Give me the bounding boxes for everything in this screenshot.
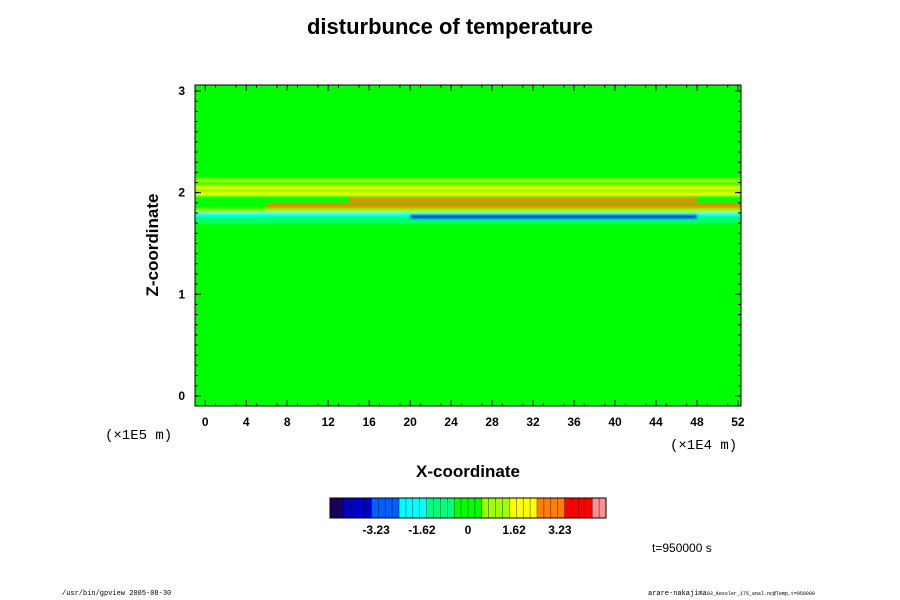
heatmap-band [195,208,741,214]
x-tick-label: 44 [649,415,663,429]
colorbar-cell [523,498,531,518]
x-tick-label: 20 [403,415,417,429]
colorbar-cell [564,498,572,518]
colorbar-cell [364,498,372,518]
x-tick-label: 52 [731,415,745,429]
colorbar-cell [343,498,351,518]
colorbar-cell [412,498,420,518]
colorbar-cell [426,498,434,518]
axes: 0 4 8 12 16 20 24 28 32 36 40 44 48 520123X-coordinat… [105,84,745,481]
plot-frame [194,84,742,407]
colorbar-cell [405,498,414,518]
colorbar-cell [468,498,476,518]
y-tick-label: 1 [178,287,185,301]
heatmap-background [195,85,741,406]
colorbar-cell [440,498,448,518]
heatmap-band [348,197,697,203]
heatmap-band [195,185,741,190]
colorbar-cell [392,498,400,518]
x-tick-label: 32 [526,415,540,429]
x-tick-label: 28 [485,415,499,429]
x-tick-label: 0 [202,415,209,429]
x-tick-label: 16 [362,415,376,429]
colorbar-cell [550,498,558,518]
x-tick-label: 24 [444,415,458,429]
chart-title: disturbunce of temperature [306,14,594,39]
colorbar-cell [509,498,517,518]
heatmap-bands [195,178,741,224]
colorbar-cell [357,498,365,518]
colorbar-frame [329,497,607,519]
x-scale-label: (×1E4 m) [670,438,737,454]
colorbar-cell [488,498,496,518]
colorbar-cell [419,498,427,518]
heatmap-field [195,85,741,406]
colorbar-tick-label: -3.23 [362,523,390,537]
colorbar-cell [378,498,386,518]
y-axis-label: Z-coordinate [143,194,162,297]
colorbar-cell [543,498,552,518]
colorbar-tick-label: 0 [465,523,472,537]
colorbar-tick-label: 1.62 [502,523,526,537]
colorbar-cell [592,498,600,518]
colorbar-cell [350,498,358,518]
colorbar-cell [578,498,586,518]
footer-file: 03_Kessler_175_anal.nc@Temp,t=950000 [706,591,815,597]
colorbar-cell [399,498,407,518]
footer-left: /usr/bin/gpview 2005-08-30 [62,590,172,598]
colorbar-cell [454,498,462,518]
colorbar-tick-label: 3.23 [548,523,572,537]
colorbar-cell [330,498,338,518]
heatmap-band [410,214,697,220]
colorbar-cell [447,498,455,518]
heatmap-band [195,218,741,224]
colorbar-cell [537,498,545,518]
y-tick-label: 3 [178,84,185,98]
x-tick-label: 8 [284,415,291,429]
colorbar: -3.23 -1.62 0 1.62 3.23 [329,497,607,537]
colorbar-cell [371,498,379,518]
colorbar-tick-label: -1.62 [408,523,436,537]
x-tick-label: 12 [321,415,335,429]
colorbar-cell [385,498,393,518]
colorbar-cell [474,498,483,518]
heatmap-band [195,178,741,183]
colorbar-cell [585,498,593,518]
heatmap-band [266,203,741,209]
colorbar-cell [516,498,524,518]
colorbar-cell [502,498,510,518]
footer-author: arare-nakajima [648,590,707,598]
x-tick-label: 4 [243,415,250,429]
colorbar-cell [461,498,469,518]
colorbar-cell [557,498,565,518]
colorbar-cell [530,498,538,518]
time-label: t=950000 s [652,541,712,555]
x-tick-label: 36 [567,415,581,429]
x-axis-label: X-coordinate [416,462,520,481]
colorbar-cell [481,498,489,518]
y-tick-label: 2 [178,186,185,200]
x-tick-label: 48 [690,415,704,429]
colorbar-cell [433,498,441,518]
footer-right: arare-nakajima03_Kessler_175_anal.nc@Tem… [648,590,815,598]
y-tick-label: 0 [178,389,185,403]
y-scale-label: (×1E5 m) [105,428,172,444]
x-tick-label: 40 [608,415,622,429]
colorbar-cell [495,498,503,518]
colorbar-cell [571,498,579,518]
heatmap-band [195,191,741,196]
colorbar-cell [599,498,607,518]
colorbar-cell [336,498,345,518]
